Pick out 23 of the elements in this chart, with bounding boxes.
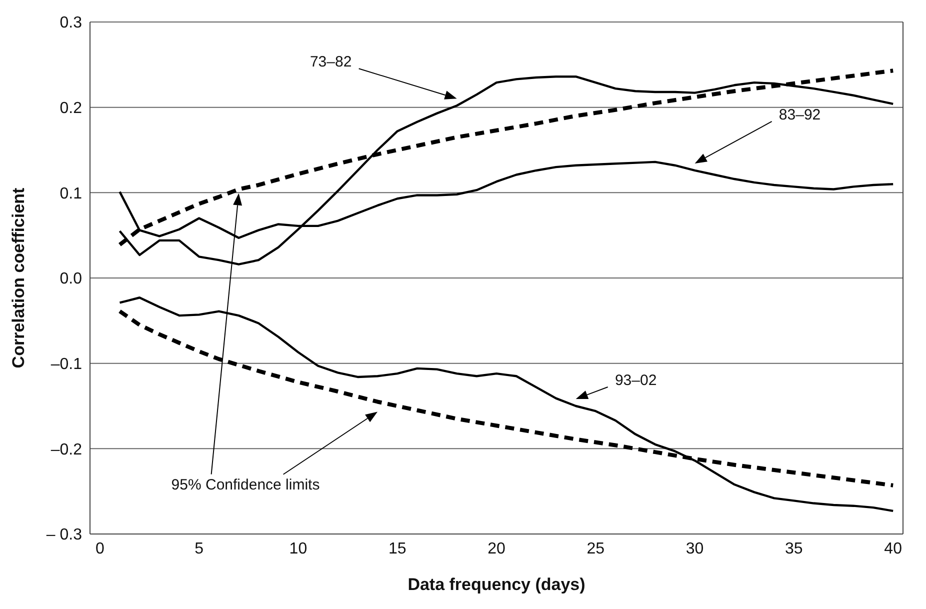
x-tick-label: 15 xyxy=(388,540,406,558)
x-tick-label: 35 xyxy=(785,540,803,558)
y-tick-label: – 0.3 xyxy=(46,526,82,544)
annotation: 95% Confidence limits xyxy=(171,476,320,494)
y-tick-label: 0.2 xyxy=(60,100,82,118)
y-tick-label: 0.0 xyxy=(60,270,82,288)
y-tick-label: 0.1 xyxy=(60,185,82,202)
x-tick-label: 10 xyxy=(289,540,308,558)
x-tick-label: 0 xyxy=(95,540,104,558)
x-tick-label: 25 xyxy=(586,540,605,558)
text: 73–82 xyxy=(310,54,352,71)
x-tick-label: 20 xyxy=(488,540,506,558)
x-tick-label: 5 xyxy=(194,540,204,558)
x-axis-title: Data frequency (days) xyxy=(408,575,586,594)
legend-label: 93–02 xyxy=(614,372,657,389)
y-axis-title: Correlation coefficient xyxy=(9,187,28,368)
line-series xyxy=(118,296,894,512)
text: 83–92 xyxy=(778,106,821,124)
x-tick-label: 40 xyxy=(884,540,902,558)
y-tick-label: –0.2 xyxy=(50,441,82,458)
y-tick-label: –0.1 xyxy=(50,356,82,374)
x-tick-label: 30 xyxy=(686,540,704,558)
y-tick-label: 0.3 xyxy=(60,14,82,32)
